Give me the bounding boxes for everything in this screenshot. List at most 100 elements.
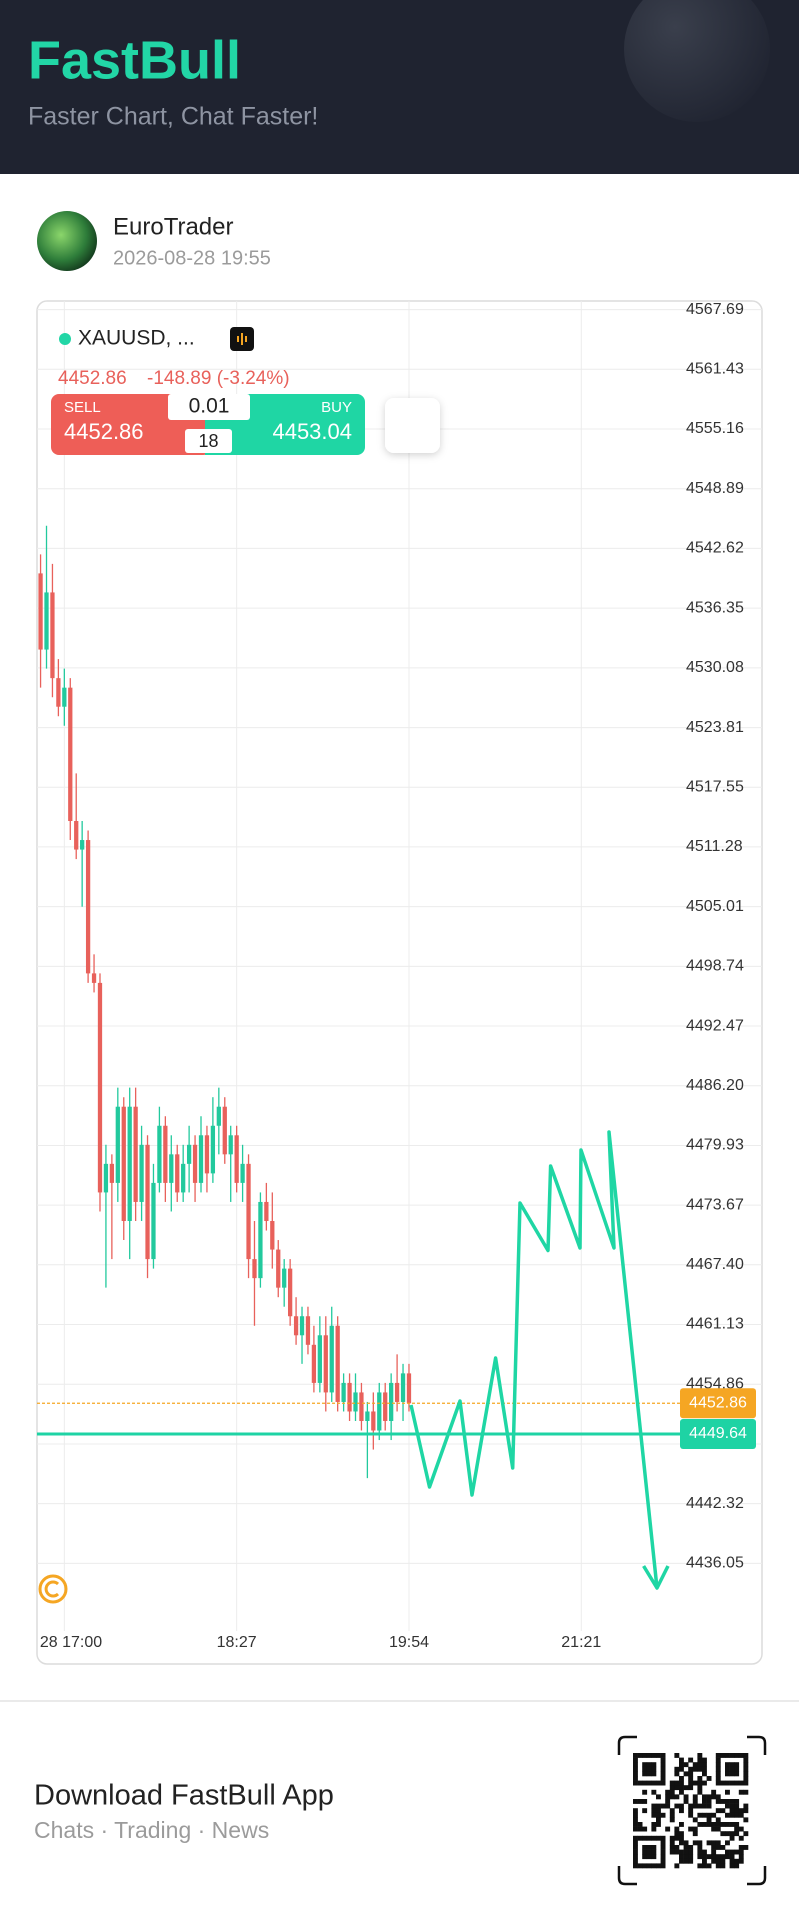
lot-box[interactable]	[168, 394, 250, 420]
qr-module	[656, 1808, 661, 1814]
candle-body	[365, 1411, 370, 1421]
qr-module	[651, 1826, 657, 1832]
qr-module	[697, 1785, 703, 1791]
qr-module	[715, 1794, 721, 1800]
qr-module	[637, 1753, 643, 1758]
qr-module	[738, 1845, 744, 1850]
qr-module	[729, 1762, 735, 1768]
qr-module	[734, 1766, 740, 1772]
qr-module	[711, 1812, 717, 1818]
qr-module	[702, 1858, 707, 1864]
qr-module	[697, 1849, 703, 1855]
qr-module	[688, 1757, 694, 1763]
qr-module	[633, 1822, 638, 1827]
qr-module	[679, 1789, 684, 1795]
qr-module	[738, 1812, 744, 1818]
candle-body	[323, 1335, 328, 1393]
qr-module	[706, 1822, 712, 1827]
y-tick-label: 4548.89	[686, 480, 744, 497]
candle-body	[299, 1316, 305, 1336]
candle-body	[115, 1106, 120, 1183]
qr-module	[715, 1766, 721, 1772]
qr-code[interactable]	[617, 1735, 767, 1886]
qr-module	[642, 1826, 648, 1832]
qr-module	[679, 1849, 684, 1855]
qr-module	[679, 1766, 684, 1772]
qr-module	[669, 1789, 675, 1795]
qr-module	[688, 1826, 694, 1832]
y-tick-label: 4461.13	[686, 1316, 744, 1333]
candle-body	[62, 687, 67, 707]
qr-module	[697, 1863, 703, 1869]
qr-module	[743, 1766, 749, 1772]
qr-module	[633, 1835, 638, 1841]
qr-module	[651, 1771, 657, 1777]
qr-module	[738, 1753, 744, 1758]
candle-body	[169, 1154, 174, 1183]
qr-module	[683, 1785, 689, 1791]
candle-body	[270, 1221, 275, 1250]
lot: 0.01	[189, 395, 230, 418]
qr-module	[637, 1780, 643, 1786]
qr-module	[633, 1849, 638, 1855]
qr-module	[702, 1849, 707, 1855]
qr-module	[651, 1789, 657, 1795]
x-tick-label: 18:27	[217, 1634, 257, 1651]
qr-module	[646, 1845, 652, 1850]
candle-body	[383, 1392, 388, 1421]
qr-module	[683, 1840, 689, 1846]
qr-module	[720, 1753, 726, 1758]
qr-module	[725, 1753, 730, 1758]
qr-module	[706, 1776, 712, 1781]
qr-module	[674, 1771, 680, 1777]
qr-module	[715, 1808, 721, 1814]
qr-module	[674, 1835, 680, 1841]
qr-module	[738, 1780, 744, 1786]
icon-bar	[237, 336, 239, 342]
qr-module	[656, 1780, 661, 1786]
x-tick-label: 19:54	[389, 1634, 429, 1651]
qr-module	[679, 1808, 684, 1814]
qr-module	[656, 1753, 661, 1758]
qr-module	[646, 1762, 652, 1768]
header-decoration	[624, 0, 770, 122]
qr-module	[738, 1826, 744, 1832]
candle-body	[121, 1106, 126, 1221]
qr-module	[683, 1794, 689, 1800]
candle-body	[335, 1325, 340, 1402]
qr-module	[637, 1835, 643, 1841]
qr-module	[743, 1753, 749, 1758]
qr-module	[743, 1817, 749, 1823]
qr-module	[642, 1863, 648, 1869]
qr-module	[679, 1822, 684, 1827]
qr-module	[660, 1803, 666, 1809]
qr-module	[715, 1826, 721, 1832]
qr-module	[633, 1808, 638, 1814]
qr-module	[697, 1757, 703, 1763]
qr-module	[692, 1831, 698, 1837]
qr-module	[688, 1780, 694, 1786]
qr-module	[633, 1845, 638, 1850]
widget-button[interactable]	[385, 398, 440, 453]
candle-body	[359, 1392, 364, 1421]
qr-module	[683, 1849, 689, 1855]
qr-module	[679, 1803, 684, 1809]
qr-module	[706, 1840, 712, 1846]
qr-module	[642, 1854, 648, 1860]
candle-body	[371, 1411, 376, 1431]
qr-module	[660, 1780, 666, 1786]
qr-module	[660, 1854, 666, 1860]
qr-module	[715, 1817, 721, 1823]
buy-price: 4453.04	[272, 419, 352, 444]
qr-module	[633, 1780, 638, 1786]
qr-module	[683, 1799, 689, 1804]
qr-module	[702, 1766, 707, 1772]
qr-module	[706, 1799, 712, 1804]
qr-module	[725, 1849, 730, 1855]
qr-module	[660, 1863, 666, 1869]
qr-module	[651, 1845, 657, 1850]
sell-price: 4452.86	[64, 419, 144, 444]
candle-body	[264, 1201, 269, 1221]
spread: 18	[198, 431, 218, 451]
